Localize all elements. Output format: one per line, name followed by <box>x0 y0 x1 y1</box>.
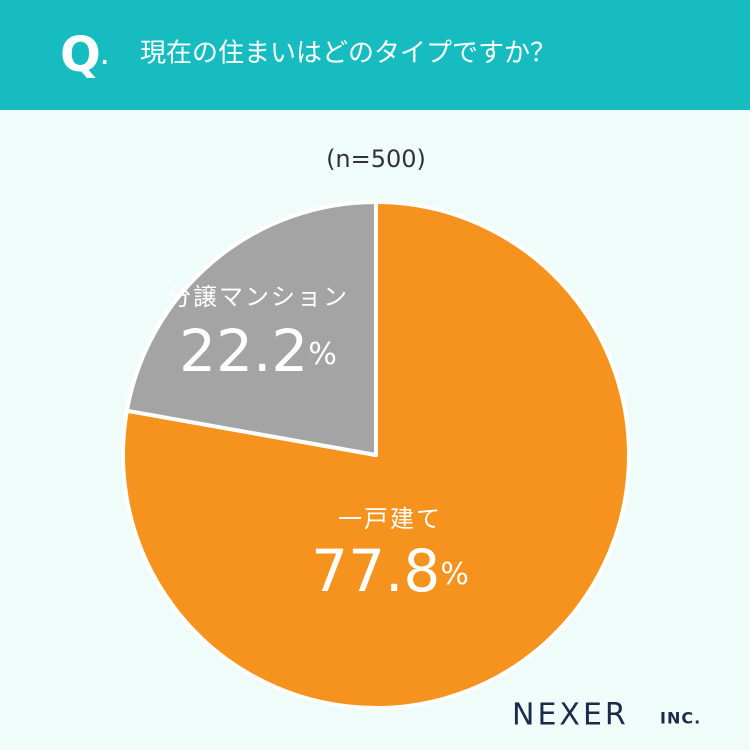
slice-labels: 一戸建て 77.8% 分譲マンション 22.2% <box>167 283 469 605</box>
slice-category-label: 一戸建て <box>338 505 442 533</box>
slice-value-label: 22.2% <box>179 317 337 385</box>
subtitle: (n=500) <box>326 145 426 173</box>
question-label: Q. <box>60 27 108 83</box>
slice-value-label: 77.8% <box>311 537 469 605</box>
pie <box>121 200 631 710</box>
chart-title: 現在の住まいはどのタイプですか？ <box>140 39 556 69</box>
slice-category-label: 分譲マンション <box>167 283 349 311</box>
logo-suffix: INC. <box>660 709 701 728</box>
pie-slice <box>124 200 378 457</box>
header-band <box>0 0 750 110</box>
logo-name: NEXER <box>512 698 629 733</box>
